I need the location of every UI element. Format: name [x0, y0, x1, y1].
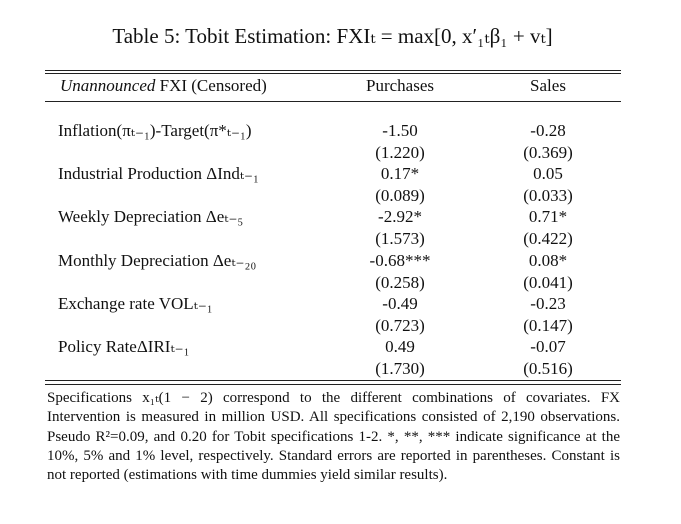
purchases-se: (1.730) [375, 359, 425, 378]
purchases-coef: 0.17* [380, 164, 420, 184]
header-sales: Sales [530, 76, 566, 95]
bottom-rule [45, 384, 621, 385]
row-label: Exchange rate VOLₜ₋₁ [58, 293, 213, 313]
purchases-coef: -0.49 [382, 293, 418, 313]
purchases-coef: 0.49 [385, 337, 415, 356]
purchases-coef: -0.68*** [369, 250, 431, 270]
sales-se: (0.041) [523, 272, 573, 292]
sales-se: (0.147) [523, 315, 573, 335]
table-notes: Specifications x₁ₜ(1 − 2) correspond to … [47, 390, 620, 484]
row-label: Weekly Depreciation Δeₜ₋₅ [58, 207, 244, 227]
row-label: Industrial Production ΔIndₜ₋₁ [58, 164, 259, 184]
sales-coef: 0.08* [528, 250, 568, 270]
top-rule [45, 70, 621, 71]
sales-se: (0.033) [523, 186, 573, 206]
purchases-se: (0.723) [375, 315, 425, 335]
purchases-se: (1.573) [375, 229, 425, 249]
row-label: Monthly Depreciation Δeₜ₋₂₀ [58, 250, 257, 270]
header-rest: FXI (Censored) [155, 76, 267, 95]
row-label: Policy RateΔIRIₜ₋₁ [58, 337, 190, 356]
sales-se: (0.422) [523, 229, 573, 249]
sales-coef: 0.71* [528, 207, 568, 227]
table-title: Table 5: Tobit Estimation: FXIₜ = max[0,… [112, 24, 553, 48]
sales-se: (0.369) [523, 143, 573, 162]
header-label: Unannounced FXI (Censored) [60, 76, 267, 96]
sales-coef: 0.05 [533, 164, 563, 184]
purchases-coef: -1.50 [382, 121, 418, 140]
top-rule [45, 73, 621, 74]
header-rule [45, 101, 621, 102]
sales-se: (0.516) [523, 359, 573, 378]
sales-coef: -0.07 [530, 337, 566, 356]
purchases-se: (0.089) [375, 186, 425, 206]
header-purchases: Purchases [366, 76, 434, 95]
sales-coef: -0.23 [530, 293, 566, 313]
purchases-se: (0.258) [375, 272, 425, 292]
purchases-coef: -2.92* [378, 207, 422, 227]
sales-coef: -0.28 [530, 121, 566, 140]
row-label: Inflation(πₜ₋₁)-Target(π*ₜ₋₁) [58, 121, 252, 140]
bottom-rule [45, 380, 621, 381]
purchases-se: (1.220) [375, 143, 425, 162]
header-italic: Unannounced [60, 76, 156, 95]
